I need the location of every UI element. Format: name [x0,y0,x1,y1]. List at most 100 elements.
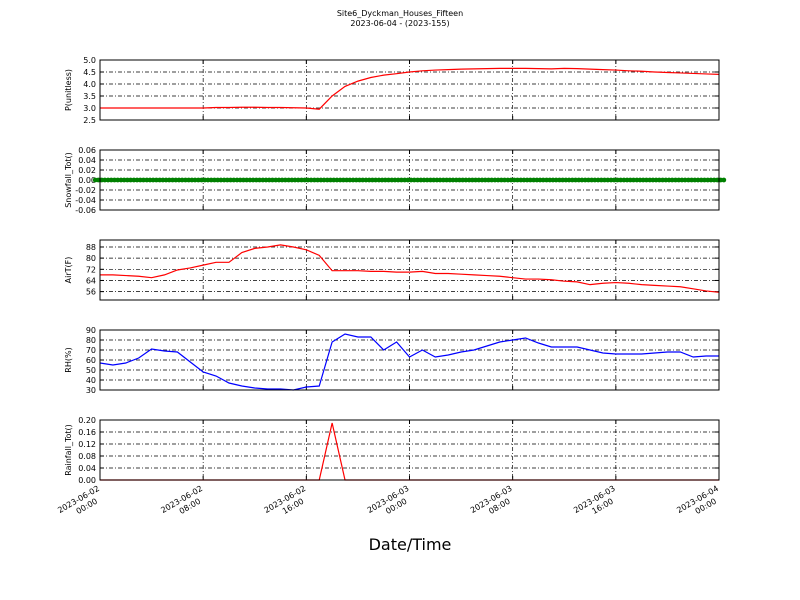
x-tick-label: 2023-06-0308:00 [469,484,519,524]
marker [540,177,546,183]
marker [708,177,714,183]
marker [205,177,211,183]
marker-group [531,177,546,183]
y-tick-label: -0.06 [75,206,96,215]
marker-group [312,177,327,183]
marker [631,177,636,183]
data-line [100,67,720,110]
marker-group [595,177,611,183]
marker [644,177,649,183]
plot-frame [99,419,720,481]
marker [257,177,262,183]
y-tick-label: 30 [86,386,96,395]
marker-group [286,177,301,183]
marker-group [505,177,520,183]
marker [192,177,198,183]
y-tick-label: 0.20 [78,416,96,425]
y-tick-label: -0.04 [75,196,96,205]
marker-group [260,177,275,183]
data-line [99,333,719,391]
marker-group [608,177,624,183]
y-tick-label: 56 [86,288,96,297]
marker-group [686,177,701,183]
data-line [100,244,720,293]
marker-group [698,177,714,183]
marker-group [518,177,533,183]
marker-group [466,177,482,183]
y-axis-label: Snowfall_Tot() [64,152,73,208]
x-tick-label: 2023-06-0200:00 [56,484,106,524]
y-axis-label: RH(%) [64,347,73,372]
marker-group [440,177,456,183]
marker [515,177,520,183]
marker [231,177,237,183]
marker-group [324,177,340,183]
marker [695,177,701,183]
marker-group [183,177,198,183]
plot-frame [99,239,720,301]
marker-group [428,177,443,183]
x-tick-label: 2023-06-0300:00 [366,484,416,524]
marker-group [144,177,159,183]
marker-group [170,177,185,183]
y-tick-label: 40 [86,376,96,385]
marker-group [453,177,469,183]
y-tick-label: 88 [86,243,96,252]
marker [592,177,598,183]
marker-group [660,177,675,183]
marker [502,177,507,183]
y-tick-label: 0.12 [78,440,96,449]
plot-frame [99,149,720,211]
marker [424,177,430,183]
y-tick-label: 0.00 [78,476,96,485]
y-axis-label: P(unitless) [64,69,73,111]
marker-group [647,177,662,183]
x-tick-label: 2023-06-0208:00 [159,484,209,524]
marker [682,177,688,183]
marker-group [492,177,507,183]
y-tick-label: 60 [86,356,96,365]
marker [579,177,585,183]
y-tick-label: 0.04 [78,464,96,473]
marker-group [208,177,224,183]
plot-frame [99,59,720,121]
marker [553,177,559,183]
marker-group [195,177,211,183]
y-axis-label: Rainfall_Tot() [64,424,73,476]
y-tick-label: 3.5 [83,92,96,101]
y-tick-label: 3.0 [83,104,96,113]
y-tick-label: 0.08 [78,452,96,461]
marker-group [221,177,237,183]
marker [295,177,301,183]
marker [386,177,391,183]
marker [373,177,379,183]
marker-group [131,177,146,183]
marker [321,177,327,183]
y-tick-label: 64 [86,276,96,285]
marker-group [247,177,262,183]
chart-title: Site6_Dyckman_Houses_Fifteen [337,9,463,18]
marker [618,177,624,183]
marker [450,177,456,183]
y-tick-label: 80 [86,336,96,345]
y-tick-label: 0.16 [78,428,96,437]
marker [360,177,366,183]
marker-group [105,177,121,183]
marker-group [157,177,172,183]
marker [102,177,108,183]
marker-group [479,177,495,183]
marker-group [118,177,133,183]
marker-group [389,177,404,183]
marker [334,177,340,183]
y-tick-label: 0.02 [78,166,96,175]
marker-group [363,177,379,183]
y-tick-label: 0.06 [78,146,96,155]
marker [463,177,469,183]
marker [166,177,172,183]
marker [218,177,224,183]
y-tick-label: 90 [86,326,96,335]
plot-frame [99,329,720,391]
marker [527,177,533,183]
marker-group [376,177,391,183]
marker [399,177,404,183]
